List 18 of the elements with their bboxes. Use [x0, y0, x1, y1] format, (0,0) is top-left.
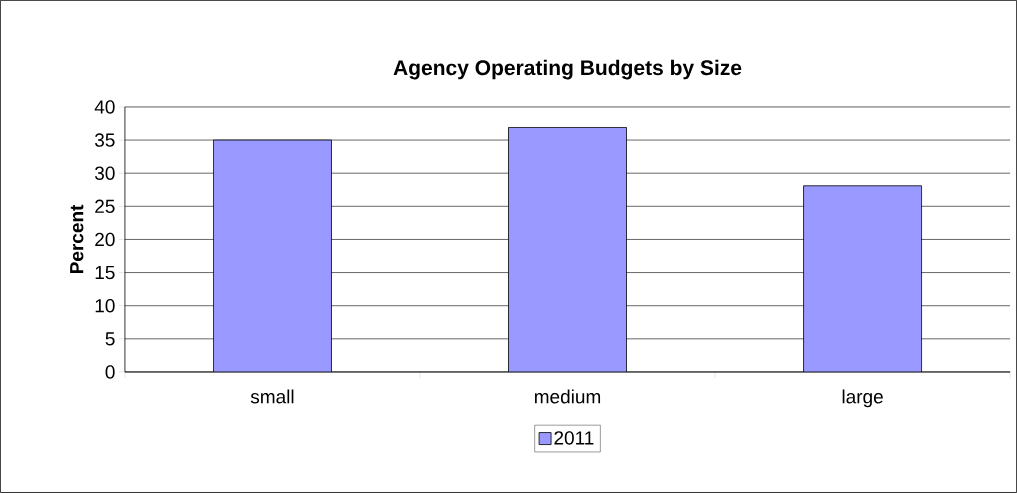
y-tick-label: 10: [95, 299, 115, 313]
x-tick-label: small: [250, 389, 294, 404]
y-tick-label: 25: [95, 199, 115, 214]
bar: [803, 185, 922, 373]
x-tick-label: large: [842, 389, 883, 408]
y-tick-label: 5: [105, 332, 115, 346]
y-tick-label: 40: [94, 100, 115, 114]
bar: [508, 127, 627, 373]
legend-label: 2011: [554, 431, 594, 445]
y-tick-label: 20: [95, 232, 115, 247]
chart-title: Agency Operating Budgets by Size: [393, 59, 742, 80]
bar: [213, 140, 332, 373]
y-tick-label: 30: [94, 166, 115, 180]
y-tick-label: 0: [105, 365, 115, 379]
y-tick-label: 15: [95, 266, 115, 280]
x-tick-label: medium: [534, 389, 601, 404]
y-axis-title: Percent: [70, 204, 84, 274]
y-tick-label: 35: [94, 133, 115, 147]
